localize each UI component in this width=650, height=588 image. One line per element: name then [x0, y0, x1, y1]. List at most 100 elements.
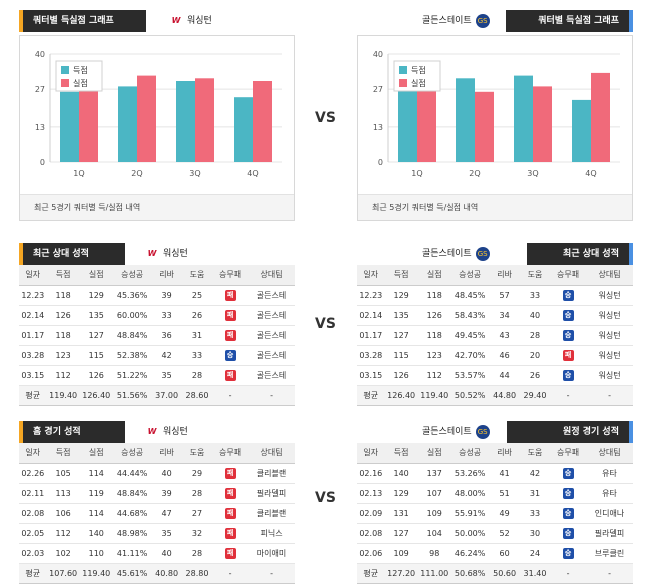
table-cell: 126 [417, 305, 451, 326]
table-cell: 53.26% [450, 463, 490, 484]
result-cell: 패 [212, 463, 249, 484]
table-cell: 02.13 [357, 483, 385, 504]
table-cell: 115 [79, 345, 113, 366]
table-cell: 109 [384, 543, 418, 564]
team-left-name: 워싱턴 [187, 16, 212, 26]
x-tick-label: 1Q [411, 169, 422, 178]
table-row: 03.15 126 112 53.57% 44 26 승 워싱턴 [357, 365, 633, 386]
chart-header-right: 골든스테이트 GS 쿼터별 득실점 그래프 [357, 10, 633, 32]
column-header: 실점 [417, 443, 451, 464]
recent-table-right: 일자 득점 실점 승성공 리바 도움 승무패 상대팀 12.23 129 118 48.45% 57 33… [357, 265, 633, 406]
x-tick-label: 2Q [469, 169, 480, 178]
table-cell: 27 [181, 503, 213, 524]
table-cell: 44.68% [112, 503, 152, 524]
team-right-name: 골든스테이트 [422, 427, 472, 437]
chart-title-right: 쿼터별 득실점 그래프 [506, 10, 633, 32]
table-cell: 32 [181, 523, 213, 544]
result-badge: 패 [224, 507, 236, 519]
column-header: 상대팀 [248, 443, 295, 464]
column-header: 상대팀 [586, 265, 633, 286]
away-table: 일자 득점 실점 승성공 리바 도움 승무패 상대팀 02.16 140 137 53.26% 41 42… [357, 443, 633, 584]
table-cell: 클리블랜 [248, 463, 295, 484]
table-cell: 03.15 [357, 365, 385, 386]
table-cell: 워싱턴 [586, 345, 633, 366]
table-cell: 118 [46, 285, 80, 306]
table-cell: 02.08 [19, 503, 47, 524]
table-cell: 55.91% [450, 503, 490, 524]
table-cell: 49 [489, 503, 520, 524]
table-cell: 98 [417, 543, 451, 564]
average-cell: 평균 [19, 385, 47, 406]
average-cell: 51.56% [112, 385, 152, 406]
table-cell: 02.03 [19, 543, 47, 564]
table-cell: 51 [489, 483, 520, 504]
table-cell: 47 [151, 503, 182, 524]
average-cell: - [212, 385, 249, 406]
table-cell: 12.23 [19, 285, 47, 306]
average-cell: 50.52% [450, 385, 490, 406]
table-cell: 02.14 [19, 305, 47, 326]
table-row: 03.15 112 126 51.22% 35 28 패 골든스테 [19, 365, 295, 386]
result-badge: 승 [562, 467, 574, 479]
result-badge: 패 [224, 329, 236, 341]
table-cell: 42.70% [450, 345, 490, 366]
result-cell: 승 [550, 483, 587, 504]
bar-scored [118, 86, 137, 162]
table-cell: 48.00% [450, 483, 490, 504]
bar-scored [514, 75, 533, 162]
recent-header-left: 최근 상대 성적 W 워싱턴 [19, 243, 295, 265]
bar-allowed [417, 78, 436, 162]
table-cell: 33 [181, 345, 213, 366]
result-badge: 승 [562, 527, 574, 539]
table-row: 12.23 129 118 48.45% 57 33 승 워싱턴 [357, 285, 633, 306]
team-right-label: 골든스테이트 GS [422, 10, 490, 32]
table-cell: 02.14 [357, 305, 385, 326]
column-header: 승무패 [550, 265, 587, 286]
table-cell: 41.11% [112, 543, 152, 564]
table-cell: 48.84% [112, 483, 152, 504]
average-cell: - [212, 563, 249, 584]
table-cell: 106 [46, 503, 80, 524]
recent-header-right: 골든스테이트 GS 최근 상대 성적 [357, 243, 633, 265]
table-cell: 118 [417, 285, 451, 306]
column-header: 상대팀 [248, 265, 295, 286]
column-header: 일자 [19, 443, 47, 464]
bar-allowed [533, 86, 552, 162]
legend-swatch-scored [61, 66, 69, 74]
table-cell: 39 [151, 483, 182, 504]
table-cell: 브루클린 [586, 543, 633, 564]
away-title: 원정 경기 성적 [507, 421, 633, 443]
chart-title-left: 쿼터별 득실점 그래프 [19, 10, 146, 32]
x-tick-label: 4Q [585, 169, 596, 178]
table-row: 02.08 127 104 50.00% 52 30 승 필라델피 [357, 523, 633, 544]
result-cell: 패 [212, 543, 249, 564]
result-badge: 패 [224, 289, 236, 301]
bar-scored [234, 97, 253, 162]
table-cell: 102 [46, 543, 80, 564]
table-cell: 43 [489, 325, 520, 346]
recent-title-left: 최근 상대 성적 [19, 243, 125, 265]
chart-note-left: 최근 5경기 쿼터별 득/실점 내역 [20, 194, 294, 220]
column-header: 득점 [384, 443, 418, 464]
warriors-logo-icon: GS [475, 425, 490, 439]
table-cell: 28 [181, 365, 213, 386]
result-cell: 승 [550, 503, 587, 524]
y-tick-label: 27 [35, 85, 45, 94]
table-cell: 48.84% [112, 325, 152, 346]
bar-allowed [591, 72, 610, 162]
table-cell: 골든스테 [248, 365, 295, 386]
result-badge: 패 [224, 547, 236, 559]
result-badge: 패 [224, 309, 236, 321]
table-cell: 인디애나 [586, 503, 633, 524]
result-badge: 패 [224, 369, 236, 381]
table-cell: 31 [519, 483, 551, 504]
result-cell: 승 [550, 305, 587, 326]
table-cell: 42 [519, 463, 551, 484]
table-cell: 46.24% [450, 543, 490, 564]
average-cell: 111.00 [417, 563, 451, 584]
average-cell: 37.00 [151, 385, 182, 406]
result-cell: 패 [212, 325, 249, 346]
bar-allowed [79, 78, 98, 162]
table-cell: 워싱턴 [586, 285, 633, 306]
vs-label-charts: VS [315, 110, 336, 126]
